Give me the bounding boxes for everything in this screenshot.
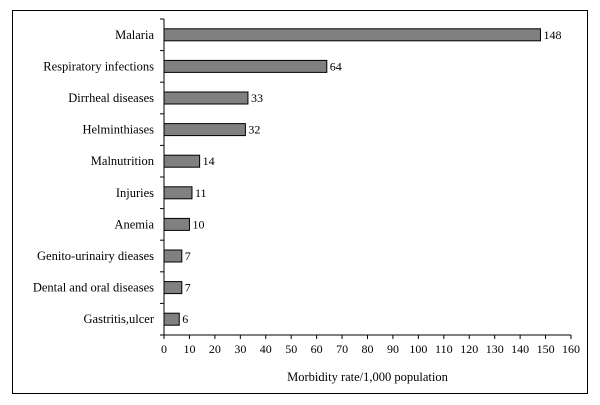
x-axis-title: Morbidity rate/1,000 population xyxy=(287,370,448,384)
bar-value-label: 7 xyxy=(185,249,191,263)
x-tick-label: 30 xyxy=(234,342,246,356)
bar-value-label: 64 xyxy=(330,59,342,73)
bar-value-label: 6 xyxy=(182,312,188,326)
bar xyxy=(163,123,246,137)
morbidity-bar-chart: 148 64 33 32 14 11 10 7 7 6 0 10 20 30 40 50 60 70 80 90 10… xyxy=(33,18,580,384)
bars-layer: 148 64 33 32 14 11 10 7 7 6 xyxy=(163,28,561,326)
x-tick-label: 140 xyxy=(511,342,529,356)
x-tick-label: 70 xyxy=(336,342,348,356)
x-ticks-layer: 0 10 20 30 40 50 60 70 80 90 100 110 120 130 140 150 160 xyxy=(161,335,580,356)
x-tick-label: 20 xyxy=(209,342,221,356)
bar-value-label: 10 xyxy=(192,217,204,231)
bar xyxy=(163,281,183,295)
x-tick-label: 110 xyxy=(435,342,453,356)
x-tick-label: 50 xyxy=(285,342,297,356)
category-label: Malaria xyxy=(115,28,154,42)
category-label: Respiratory infections xyxy=(43,59,154,73)
bar xyxy=(163,249,183,263)
bar-value-label: 32 xyxy=(248,123,260,137)
bar xyxy=(163,91,249,105)
x-tick-label: 10 xyxy=(183,342,195,356)
category-label: Injuries xyxy=(116,186,154,200)
x-tick-label: 60 xyxy=(311,342,323,356)
bar xyxy=(163,312,180,326)
chart-frame: 148 64 33 32 14 11 10 7 7 6 0 10 20 30 40 50 60 70 80 90 10… xyxy=(12,10,588,394)
x-tick-label: 90 xyxy=(387,342,399,356)
bar-value-label: 7 xyxy=(185,281,191,295)
category-label: Genito-urinairy dieases xyxy=(37,249,154,263)
category-label: Dental and oral diseases xyxy=(33,281,154,295)
x-tick-label: 100 xyxy=(409,342,427,356)
x-tick-label: 40 xyxy=(260,342,272,356)
category-label: Gastritis,ulcer xyxy=(84,312,155,326)
bar xyxy=(163,154,201,168)
x-tick-label: 80 xyxy=(362,342,374,356)
bar-value-label: 148 xyxy=(543,28,561,42)
bar xyxy=(163,28,541,42)
bar xyxy=(163,217,190,231)
category-label: Helminthiases xyxy=(82,123,154,137)
bar-value-label: 11 xyxy=(195,186,207,200)
category-labels-layer: Malaria Respiratory infections Dirrheal di… xyxy=(33,18,164,336)
category-label: Dirrheal diseases xyxy=(68,91,154,105)
category-label: Malnutrition xyxy=(91,154,155,168)
x-tick-label: 0 xyxy=(161,342,167,356)
x-tick-label: 130 xyxy=(486,342,504,356)
category-label: Anemia xyxy=(114,217,154,231)
x-tick-label: 120 xyxy=(460,342,478,356)
bar xyxy=(163,59,328,73)
x-tick-label: 160 xyxy=(562,342,580,356)
bar xyxy=(163,186,193,200)
bar-value-label: 33 xyxy=(251,91,263,105)
bar-value-label: 14 xyxy=(203,154,215,168)
x-tick-label: 150 xyxy=(537,342,555,356)
